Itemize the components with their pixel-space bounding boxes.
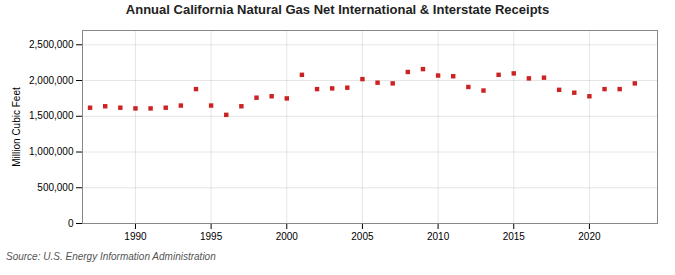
svg-text:500,000: 500,000 [37, 182, 74, 193]
svg-text:1,500,000: 1,500,000 [29, 110, 74, 121]
svg-text:0: 0 [68, 218, 74, 229]
html-text:Annual California Natural Gas: Annual California Natural Gas Net Intern… [125, 2, 550, 17]
svg-text:2,500,000: 2,500,000 [29, 39, 74, 50]
svg-text:2020: 2020 [578, 231, 601, 242]
svg-text:1990: 1990 [124, 231, 147, 242]
svg-text:2000: 2000 [276, 231, 299, 242]
svg-text:Million Cubic Feet: Million Cubic Feet [11, 87, 22, 167]
svg-text:2015: 2015 [503, 231, 526, 242]
html-text:Source: U.S. Energy Informatio: Source: U.S. Energy Information Administ… [6, 251, 216, 262]
svg-text:2010: 2010 [427, 231, 450, 242]
svg-text:1995: 1995 [200, 231, 223, 242]
svg-text:2,000,000: 2,000,000 [29, 75, 74, 86]
svg-text:2005: 2005 [351, 231, 374, 242]
svg-text:1,000,000: 1,000,000 [29, 146, 74, 157]
